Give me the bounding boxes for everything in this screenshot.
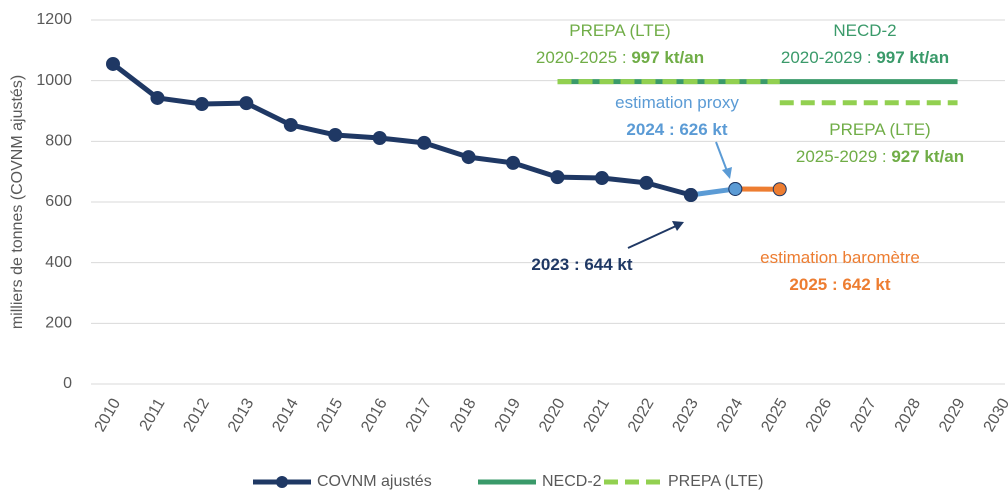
annotation: estimation proxy [615,93,739,112]
annotation-part: NECD-2 [833,21,896,40]
y-tick-label: 0 [63,375,72,392]
x-tick-label: 2016 [358,396,391,435]
x-tick-label: 2015 [314,396,347,435]
annotation-part: 927 kt/an [891,147,964,166]
x-tick-label: 2018 [447,396,480,435]
arrow [715,141,728,172]
x-tick-label: 2027 [847,396,880,435]
annotation-part: 2024 : 626 kt [626,120,727,139]
x-tick-label: 2030 [981,396,1008,435]
y-tick-label: 200 [45,315,72,332]
point [239,96,254,111]
annotation-part: estimation baromètre [760,248,920,267]
plot [106,56,958,203]
annotation-part: PREPA (LTE) [569,21,670,40]
x-tick-label: 2024 [714,396,747,435]
arrow-head [722,167,732,179]
annotation: 2020-2025 : 997 kt/an [536,48,704,67]
point [461,150,476,165]
annotation-part: 997 kt/an [631,48,704,67]
y-tick-label: 1000 [36,72,72,89]
legend-label: COVNM ajustés [317,473,432,490]
x-tick-label: 2010 [92,396,125,435]
annotation: 2020-2029 : 997 kt/an [781,48,949,67]
x-tick-label: 2022 [625,396,658,435]
x-tick-label: 2014 [269,396,302,435]
annotation: PREPA (LTE) [829,120,930,139]
annotation-part: 2025-2029 : [796,147,891,166]
x-tick-label: 2028 [892,396,925,435]
point [506,155,521,170]
annotation-part: 997 kt/an [876,48,949,67]
x-tick-label: 2026 [803,396,836,435]
y-tick-label: 800 [45,133,72,150]
legend-marker [276,476,288,488]
annotation: NECD-2 [833,21,896,40]
x-tick-label: 2029 [936,396,969,435]
y-tick-label: 1200 [36,11,72,28]
series-line [111,61,692,198]
annotation-part: 2020-2025 : [536,48,631,67]
x-tick-label: 2012 [180,396,213,435]
annotation: 2025-2029 : 927 kt/an [796,147,964,166]
x-tick-label: 2021 [581,396,614,435]
point [372,130,387,145]
point [328,127,343,142]
x-tick-label: 2011 [137,396,169,434]
x-tick-label: 2020 [536,396,569,435]
series-line [690,186,736,198]
x-tick-label: 2019 [492,396,525,435]
point [639,175,654,190]
y-axis-label: milliers de tonnes (COVNM ajustés) [9,75,26,329]
point [194,97,209,112]
y-tick-label: 400 [45,254,72,271]
legend-label: NECD-2 [542,473,602,490]
arrow-head [672,221,684,231]
legend-label: PREPA (LTE) [668,473,763,490]
point [728,181,743,196]
point [550,170,565,185]
arrow [627,225,677,249]
annotation-part: 2020-2029 : [781,48,876,67]
annotation-part: 2025 : 642 kt [789,275,890,294]
annotation-part: PREPA (LTE) [829,120,930,139]
x-tick-label: 2013 [225,396,258,435]
grid [91,19,1005,385]
point [683,188,698,203]
annotation-part: estimation proxy [615,93,739,112]
annotation: 2023 : 644 kt [531,255,632,274]
point [594,171,609,186]
x-tick-label: 2023 [669,396,702,435]
point [106,56,120,71]
annotation: 2025 : 642 kt [789,275,890,294]
point [417,135,432,150]
point [150,90,165,105]
y-tick-label: 600 [45,193,72,210]
x-tick-label: 2017 [403,396,436,435]
annotation: PREPA (LTE) [569,21,670,40]
annotation-part: 2023 : 644 kt [531,255,632,274]
point [772,182,787,197]
annotation: estimation baromètre [760,248,920,267]
x-tick-label: 2025 [758,396,791,435]
annotation: 2024 : 626 kt [626,120,727,139]
point [283,117,298,132]
